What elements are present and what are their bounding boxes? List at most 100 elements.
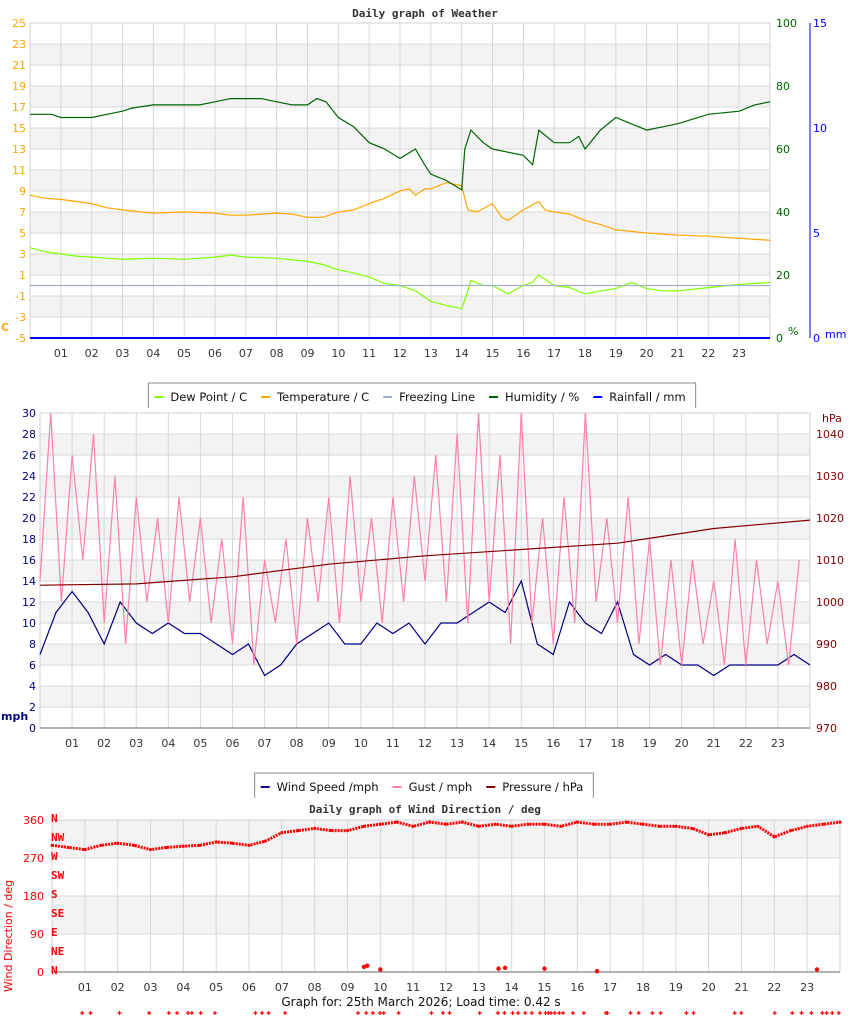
data-point	[444, 822, 448, 826]
x-tick-label: 08	[270, 347, 284, 360]
marker-plus-icon	[684, 1011, 689, 1015]
y-tick-label: -5	[15, 332, 26, 345]
y-tick-label: 0	[29, 722, 36, 735]
data-point-north	[378, 967, 383, 972]
y-tick-label: 9	[19, 185, 26, 198]
x-tick-label: 03	[116, 347, 130, 360]
marker-plus-icon	[732, 1011, 737, 1015]
marker-plus-icon	[266, 1011, 271, 1015]
x-tick-label: 20	[702, 981, 716, 994]
y-tick-label: 21	[12, 59, 26, 72]
y-tick-label: 90	[30, 928, 44, 941]
y-tick-label: 28	[22, 428, 36, 441]
marker-plus-icon	[212, 1011, 217, 1015]
y-right-tick-label: 1020	[816, 512, 844, 525]
x-tick-label: 05	[209, 981, 223, 994]
y-tick-label: -3	[15, 311, 26, 324]
x-tick-label: 13	[472, 981, 486, 994]
y-tick-label: 25	[12, 17, 26, 30]
x-tick-label: 10	[373, 981, 387, 994]
x-tick-label: 04	[146, 347, 160, 360]
data-point	[805, 824, 809, 828]
x-tick-label: 13	[424, 347, 438, 360]
y-tick-label: 4	[29, 680, 36, 693]
y-axis-unit: C	[1, 321, 9, 334]
x-tick-label: 16	[546, 737, 560, 750]
y-tick-label: 6	[29, 659, 36, 672]
data-point-north	[814, 967, 820, 972]
data-point	[740, 826, 743, 830]
data-point	[411, 824, 415, 828]
x-tick-label: 18	[611, 737, 625, 750]
x-tick-label: 15	[538, 981, 552, 994]
x-tick-label: 12	[418, 737, 432, 750]
x-tick-label: 01	[54, 347, 68, 360]
marker-plus-icon	[552, 1011, 557, 1015]
x-tick-label: 11	[406, 981, 420, 994]
legend-item: Freezing Line	[383, 390, 475, 404]
x-tick-label: 16	[570, 981, 584, 994]
weather-chart-title: Daily graph of Weather	[352, 7, 498, 20]
legend-item: Rainfall / mm	[593, 390, 686, 404]
x-tick-label: 04	[176, 981, 190, 994]
series-humidity	[30, 97, 771, 191]
marker-plus-icon	[799, 1011, 804, 1015]
marker-plus-icon	[628, 1011, 633, 1015]
y-tick-label: 10	[22, 617, 36, 630]
y-tick-label: 2	[29, 701, 36, 714]
chart-2: 01 02 03 04 05 06 07 08 09 10 11 12 13 14 15 16 17 18 19 20…	[2, 812, 842, 994]
chart-1: 01 02 03 04 05 06 07 08 09 10 11 12 13 14 15 16 17 18 19 20…	[1, 407, 844, 798]
data-point	[510, 824, 514, 828]
y-tick-label: 24	[22, 470, 36, 483]
x-tick-label: 09	[322, 737, 336, 750]
data-point	[214, 840, 218, 844]
y-axis-label: Wind Direction / deg	[2, 880, 15, 992]
y-right-unit: hPa	[822, 412, 842, 425]
marker-plus-icon	[581, 1011, 586, 1015]
marker-plus-icon	[636, 1011, 641, 1015]
x-tick-label: 17	[603, 981, 617, 994]
marker-plus-icon	[80, 1011, 85, 1015]
marker-plus-icon	[495, 1011, 500, 1015]
series-pressure-hpa	[39, 519, 811, 586]
data-point	[198, 843, 202, 847]
x-tick-label: 10	[331, 347, 345, 360]
data-point	[165, 845, 169, 849]
x-tick-label: 17	[547, 347, 561, 360]
legend-item: Pressure / hPa	[486, 780, 583, 794]
x-tick-label: 09	[341, 981, 355, 994]
data-point	[346, 829, 349, 833]
data-point-north	[365, 963, 370, 968]
marker-plus-icon	[516, 1011, 521, 1015]
data-point	[99, 843, 103, 847]
data-point	[378, 822, 382, 826]
legend-item: Dew Point / C	[154, 390, 247, 404]
marker-plus-icon	[557, 1011, 562, 1015]
marker-plus-icon	[523, 1011, 528, 1015]
y-tick-label: 270	[23, 852, 44, 865]
x-tick-label: 08	[308, 981, 322, 994]
y-right-tick-label: 1010	[816, 554, 844, 567]
data-point	[822, 822, 826, 826]
legend-item: Wind Speed /mph	[260, 780, 379, 794]
marker-plus-icon	[502, 1011, 507, 1015]
marker-plus-icon	[510, 1011, 515, 1015]
data-point	[66, 845, 70, 849]
x-tick-label: 17	[578, 737, 592, 750]
y-tick-label: -1	[15, 290, 26, 303]
data-point	[263, 839, 267, 843]
data-point	[690, 826, 694, 830]
y-right2-tick-label: 10	[813, 122, 827, 135]
data-point-north	[496, 966, 501, 971]
marker-plus-icon	[364, 1011, 369, 1015]
y-tick-label: 1	[19, 269, 26, 282]
legend: Wind Speed /mph Gust / mph Pressure / hPa	[254, 772, 594, 798]
x-tick-label: 08	[290, 737, 304, 750]
y-right2-unit: mm	[825, 328, 846, 341]
x-tick-label: 12	[439, 981, 453, 994]
legend-item: Gust / mph	[392, 780, 472, 794]
y-tick-label: 360	[23, 814, 44, 827]
y-right-unit: %	[788, 325, 798, 338]
x-tick-label: 22	[739, 737, 753, 750]
legend-swatch	[392, 786, 402, 788]
